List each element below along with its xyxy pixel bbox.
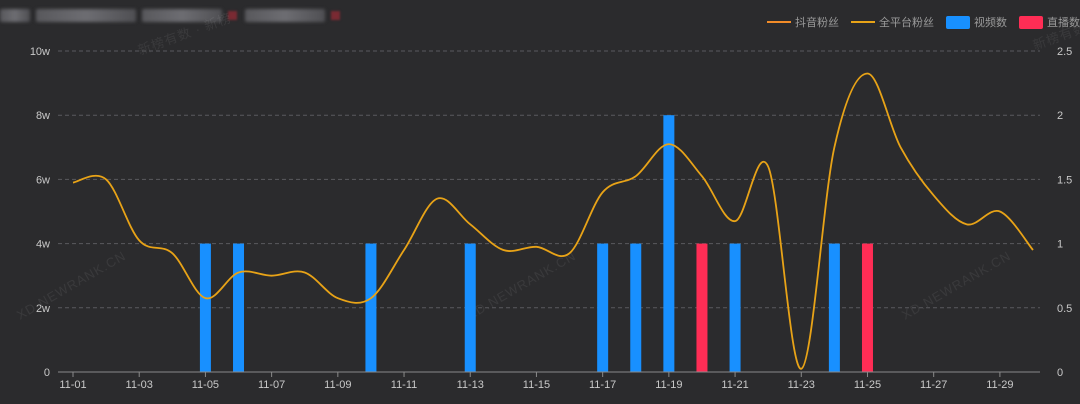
y-right-tick-label: 2 [1057, 110, 1063, 122]
video-count-bar [597, 243, 609, 372]
chart-legend: 抖音粉丝 全平台粉丝 视频数 直播数 [755, 14, 1080, 30]
video-count-bar [233, 243, 245, 372]
live-count-bar [696, 243, 708, 372]
video-count-bar [199, 243, 211, 372]
y-left-tick-label: 2w [36, 303, 50, 315]
x-tick-label: 11-01 [59, 379, 86, 391]
y-right-tick-label: 0 [1057, 367, 1063, 379]
y-left-tick-label: 10w [30, 46, 50, 58]
watermark-text: XD.NEWRANK.CN [464, 248, 578, 323]
x-tick-label: 11-17 [589, 379, 616, 391]
y-right-tick-label: 1.5 [1057, 174, 1072, 186]
y-right-tick-label: 2.5 [1057, 46, 1072, 58]
all-platform-fans-line [72, 72, 1034, 370]
legend-label: 全平台粉丝 [879, 17, 934, 29]
live-count-bar [861, 243, 873, 372]
legend-item-douyin-fans[interactable]: 抖音粉丝 [767, 14, 839, 30]
x-tick-label: 11-23 [788, 379, 815, 391]
line-layer [72, 72, 1034, 370]
blurred-text [0, 8, 30, 22]
x-tick-label: 11-27 [920, 379, 947, 391]
watermark-text: XD.NEWRANK.CN [14, 248, 128, 323]
legend-swatch [851, 21, 875, 23]
video-count-bar [729, 243, 741, 372]
y-left-tick-label: 8w [36, 110, 50, 122]
blurred-text [36, 8, 136, 22]
legend-label: 直播数 [1047, 17, 1080, 29]
legend-item-all-platform-fans[interactable]: 全平台粉丝 [851, 14, 934, 30]
x-tick-label: 11-29 [986, 379, 1013, 391]
y-right-tick-label: 0.5 [1057, 303, 1072, 315]
x-tick-label: 11-13 [457, 379, 484, 391]
x-tick-label: 11-07 [258, 379, 285, 391]
legend-swatch [946, 15, 970, 29]
y-left-tick-label: 0 [44, 367, 50, 379]
x-tick-label: 11-03 [126, 379, 153, 391]
y-left-tick-label: 6w [36, 174, 50, 186]
grid-layer [58, 50, 1040, 309]
x-tick-label: 11-09 [324, 379, 351, 391]
blurred-text [142, 8, 222, 22]
video-count-bar [365, 243, 377, 372]
chart-title-blurred [0, 8, 348, 22]
x-tick-label: 11-11 [391, 379, 418, 391]
video-count-bar [464, 243, 476, 372]
video-count-bar [663, 115, 675, 372]
legend-swatch [1019, 15, 1043, 29]
watermark-text: XD.NEWRANK.CN [899, 248, 1013, 323]
blurred-text [245, 8, 325, 22]
x-tick-label: 11-19 [655, 379, 682, 391]
axis-layer: 0 2w 4w 6w 8w 10w 0 0.5 1 1.5 2 2.5 11-01 11-03 11-05 1… [30, 46, 1072, 391]
x-tick-label: 11-25 [854, 379, 881, 391]
x-tick-label: 11-15 [523, 379, 550, 391]
video-count-bar [828, 243, 840, 372]
legend-item-video-count[interactable]: 视频数 [946, 14, 1007, 30]
blurred-badge [228, 10, 237, 20]
legend-label: 抖音粉丝 [795, 17, 839, 29]
blurred-badge [331, 10, 340, 20]
video-count-bar [630, 243, 642, 372]
legend-swatch [767, 21, 791, 23]
y-right-tick-label: 1 [1057, 239, 1063, 251]
y-left-tick-label: 4w [36, 239, 50, 251]
x-tick-label: 11-05 [192, 379, 219, 391]
legend-label: 视频数 [974, 17, 1007, 29]
bar-layer [199, 115, 873, 372]
legend-item-live-count[interactable]: 直播数 [1019, 14, 1080, 30]
x-tick-label: 11-21 [721, 379, 748, 391]
